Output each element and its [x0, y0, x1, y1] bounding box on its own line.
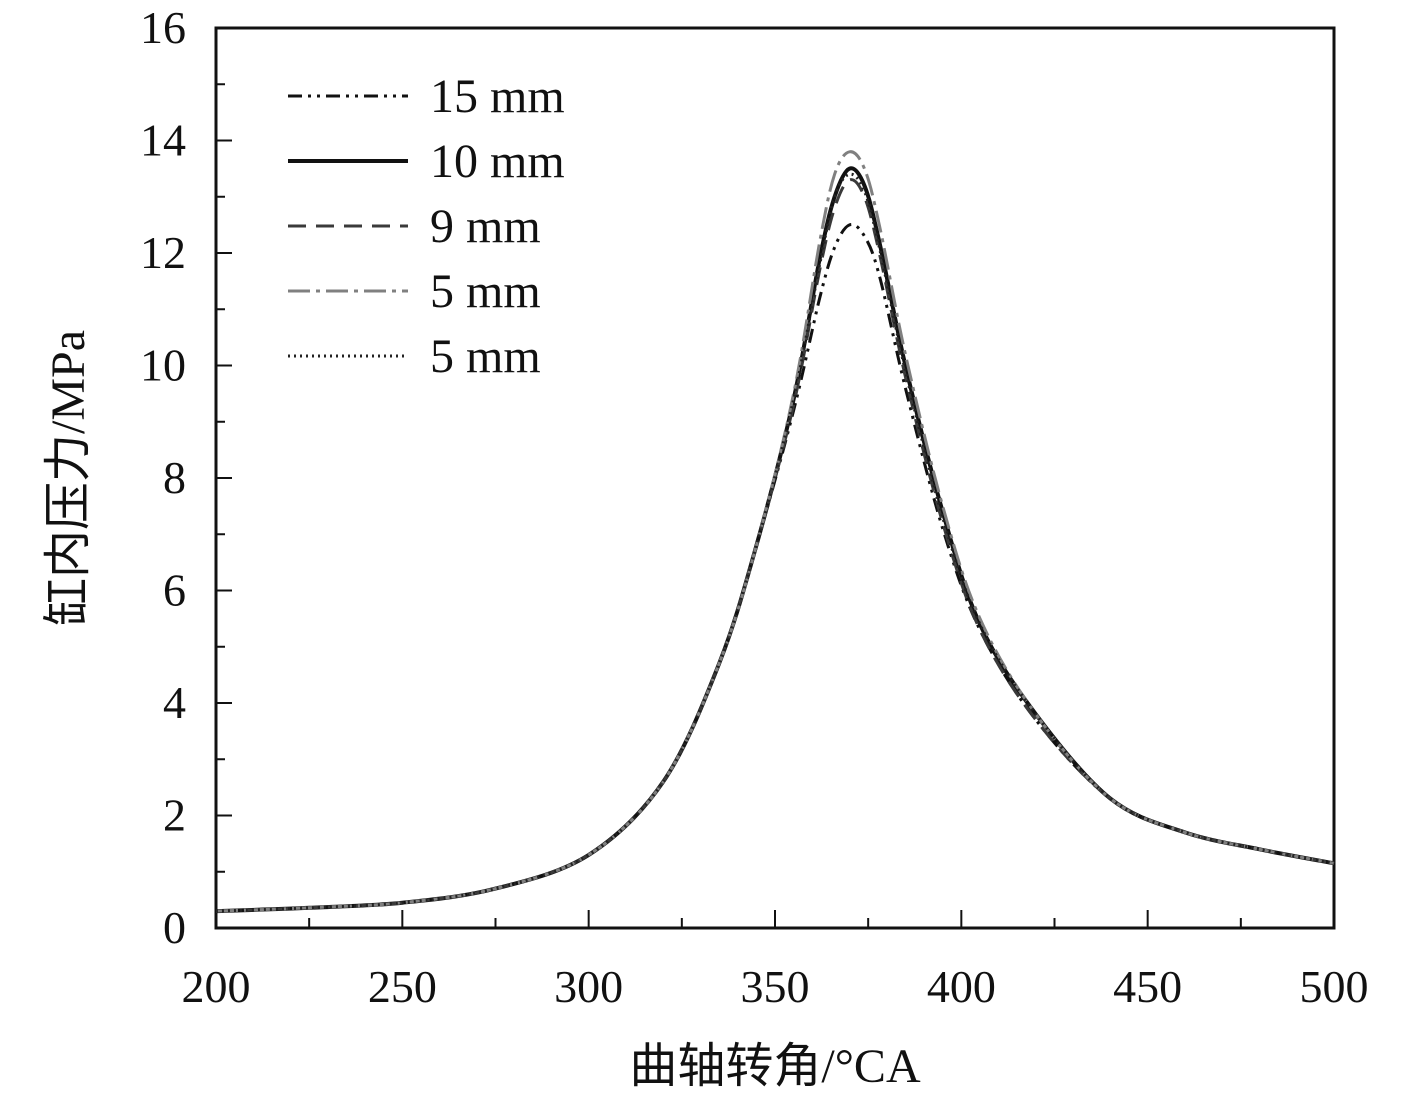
y-axis-ticks: 0 2 4 6 8 10 12 14 16 [140, 2, 232, 953]
x-tick-label: 450 [1113, 961, 1182, 1012]
series-line-5 [215, 172, 1335, 913]
y-tick-label: 2 [163, 790, 186, 841]
legend-label-3: 9 mm [430, 200, 541, 253]
series-line-1 [215, 222, 1335, 913]
x-tick-label: 350 [741, 961, 810, 1012]
y-tick-label: 10 [140, 340, 186, 391]
x-tick-label: 500 [1300, 961, 1369, 1012]
y-axis-label: 缸内压力/MPa [42, 330, 95, 626]
y-tick-label: 14 [140, 115, 186, 166]
x-axis-label: 曲轴转角/°CA [629, 1040, 921, 1093]
legend-label-2: 10 mm [430, 135, 565, 188]
series-lines [215, 150, 1335, 914]
legend-label-1: 15 mm [430, 70, 565, 123]
x-tick-label: 300 [554, 961, 623, 1012]
y-tick-label: 8 [163, 452, 186, 503]
y-tick-label: 6 [163, 565, 186, 616]
y-tick-label: 0 [163, 902, 186, 953]
y-tick-label: 16 [140, 2, 186, 53]
x-tick-label: 250 [368, 961, 437, 1012]
y-tick-label: 12 [140, 227, 186, 278]
x-tick-label: 200 [182, 961, 251, 1012]
legend-label-4: 5 mm [430, 265, 541, 318]
x-tick-label: 400 [927, 961, 996, 1012]
legend-label-5: 5 mm [430, 330, 541, 383]
x-axis-ticks: 200 250 300 350 400 450 500 [182, 910, 1369, 1012]
series-line-4 [215, 150, 1335, 913]
y-tick-label: 4 [163, 677, 186, 728]
legend: 15 mm 10 mm 9 mm 5 mm 5 mm [288, 70, 565, 383]
series-line-3 [215, 178, 1335, 913]
series-line-2 [215, 166, 1335, 914]
